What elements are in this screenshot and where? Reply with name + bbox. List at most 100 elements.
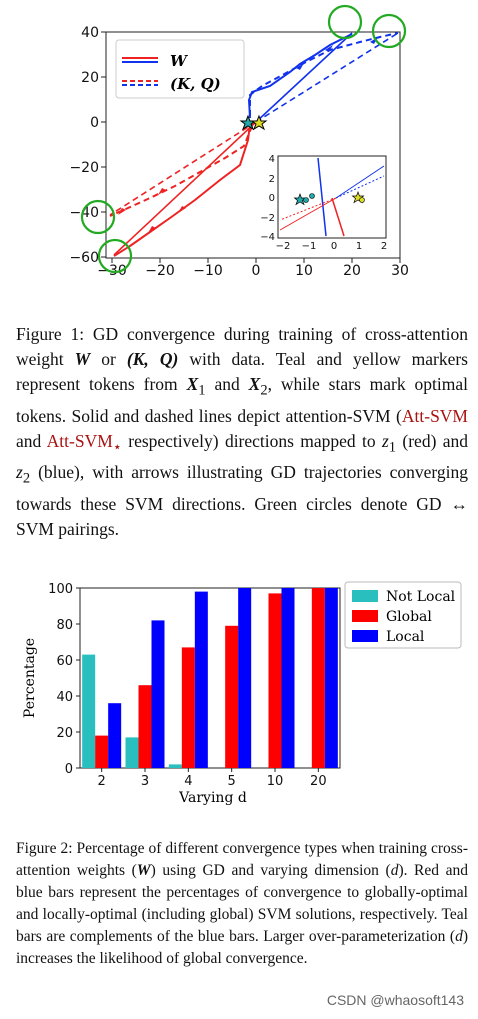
bar-global: [268, 593, 282, 768]
caption-math: d: [455, 928, 463, 945]
y-tick-label: 0: [65, 762, 73, 777]
y-tick-label: 40: [56, 690, 73, 705]
token-markers: [239, 114, 268, 131]
figure1-legend: W (K, Q): [115, 39, 245, 99]
chart-legend: Not Local Global Local: [344, 581, 462, 649]
blue-solid-trajectory: [247, 33, 353, 119]
blue-dashed-trajectory: [249, 32, 399, 116]
inset-x-tick: −1: [302, 241, 317, 252]
figure1-inset: 4 2 0 −2 −4 −2 −1 0 1 2: [260, 154, 387, 252]
caption-math: (K, Q): [126, 349, 179, 369]
red-dashed-svm-line: [109, 121, 257, 216]
bar-local: [324, 588, 338, 768]
caption-link[interactable]: Att-SVM⋆: [46, 430, 122, 456]
caption-math: z: [381, 430, 389, 451]
bar-local: [194, 591, 208, 768]
y-tick: −40: [69, 205, 99, 221]
bar-not-local: [168, 764, 182, 768]
caption-text: respectively) directions mapped to: [121, 430, 382, 451]
inset-x-tick: 0: [331, 241, 337, 252]
arrow-icon: [178, 206, 186, 213]
inset-x-tick: 2: [381, 241, 387, 252]
caption-text: with data. Teal and yellow markers repre…: [16, 349, 468, 394]
caption-text: and: [205, 374, 249, 394]
caption-math: z: [16, 462, 23, 482]
x-tick-label: 5: [228, 774, 236, 789]
bar-not-local: [82, 654, 96, 768]
figure2-bar-chart: 0 20 40 60 80 100 2 3 4 5 10 20 Percentage Varying …: [22, 581, 462, 806]
legend-kq-label: (K, Q): [170, 75, 221, 93]
x-tick-label: 4: [184, 774, 192, 789]
inset-y-tick: 0: [269, 193, 275, 204]
caption-sub: ⋆: [112, 439, 122, 455]
red-solid-svm-line: [113, 121, 257, 256]
legend-label: Global: [386, 609, 432, 625]
chart-ticks: 0 20 40 60 80 100 2 3 4 5 10 20: [48, 582, 326, 789]
svm-lines: [109, 32, 399, 256]
figure2-caption: Figure 2: Percentage of different conver…: [16, 838, 468, 970]
red-dashed-trajectory: [109, 125, 253, 217]
x-tick: 0: [252, 263, 261, 279]
y-tick-label: 60: [56, 654, 73, 669]
red-solid-trajectory: [113, 123, 251, 257]
arrow-icon: [148, 226, 156, 233]
plot-frame: [79, 587, 341, 769]
x-tick: −10: [193, 263, 223, 279]
caption-sub: 2: [260, 382, 268, 399]
y-tick: 40: [81, 25, 99, 41]
caption-sub: 1: [198, 382, 206, 399]
y-tick-label: 20: [56, 726, 73, 741]
teal-marker: [309, 193, 315, 199]
caption-math: X: [248, 374, 261, 394]
figure1-x-ticks: −30 −20 −10 0 10 20 30: [97, 258, 409, 279]
caption-label: Figure 1:: [16, 324, 85, 344]
caption-text: , while stars mark optimal tokens. Solid…: [16, 374, 468, 426]
green-circle-icon: [371, 13, 407, 49]
bar-global: [225, 625, 239, 768]
green-circle-icon: [80, 199, 116, 235]
legend-label: Not Local: [386, 589, 456, 605]
caption-text: ) increases the likelihood of global con…: [16, 928, 468, 967]
caption-text: Percentage of different convergence type…: [16, 840, 468, 879]
caption-text: (blue), with arrows illustrating GD traj…: [16, 462, 468, 539]
caption-sub: 2: [22, 470, 31, 487]
caption-text: and: [16, 430, 47, 451]
bar-local: [238, 588, 252, 768]
inset-y-tick: 2: [269, 174, 275, 185]
bar-local: [108, 703, 122, 768]
legend-w-label: W: [170, 52, 189, 70]
blue-solid-svm-line: [255, 32, 353, 123]
x-tick-label: 3: [141, 774, 149, 789]
caption-text: ) using GD and varying dimension (: [150, 862, 391, 879]
caption-math: W: [74, 349, 91, 369]
caption-label: Figure 2:: [16, 840, 73, 857]
caption-text: GD convergence during training of cross-…: [16, 324, 468, 369]
y-tick: −20: [69, 160, 99, 176]
caption-link-text: Att-SVM: [46, 430, 113, 451]
x-tick-label: 10: [267, 774, 284, 789]
bar-global: [311, 588, 325, 768]
y-tick-label: 80: [56, 618, 73, 633]
inset-y-tick: −4: [260, 232, 275, 243]
legend-swatch: [352, 610, 378, 622]
x-axis-label: Varying d: [178, 790, 247, 806]
inset-y-tick: 4: [269, 154, 275, 165]
caption-link[interactable]: Att-SVM: [401, 405, 468, 426]
caption-sub: 1: [388, 439, 397, 455]
yellow-marker: [359, 197, 365, 203]
y-tick-label: 100: [48, 582, 73, 597]
bar-global: [95, 735, 109, 768]
x-tick: −20: [145, 263, 175, 279]
x-tick: 30: [391, 263, 409, 279]
teal-star-icon: [239, 114, 257, 131]
y-tick: 0: [90, 115, 99, 131]
caption-text: (red) and: [396, 430, 468, 451]
figure1-plot: 40 20 0 −20 −40 −60 −30 −20 −10 0 10 20 …: [69, 4, 409, 279]
bar-global: [181, 647, 195, 768]
caption-math: W: [136, 862, 151, 879]
arrow-icon: [158, 188, 166, 195]
caption-text: or: [90, 349, 127, 369]
gd-trajectories: [109, 32, 399, 257]
caption-math: X: [186, 374, 199, 394]
inset-x-tick: −2: [276, 241, 291, 252]
